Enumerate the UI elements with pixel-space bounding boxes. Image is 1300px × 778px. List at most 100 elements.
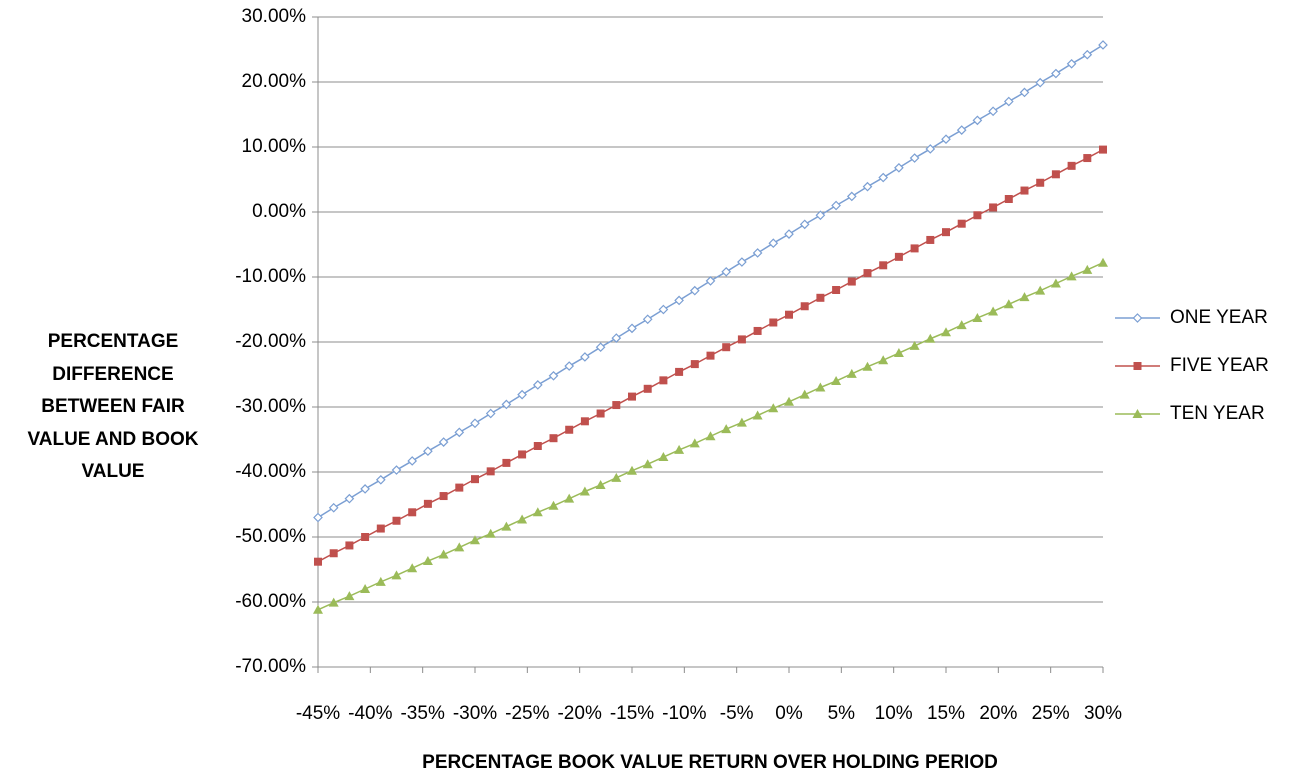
- data-point: [941, 327, 951, 337]
- data-point: [1036, 178, 1045, 187]
- data-point: [565, 425, 574, 434]
- data-point: [344, 493, 355, 504]
- x-tick-label: -40%: [348, 703, 392, 724]
- data-point: [925, 144, 936, 154]
- data-point: [705, 431, 716, 441]
- data-point: [752, 248, 763, 258]
- y-axis-title: PERCENTAGE DIFFERENCE BETWEEN FAIR VALUE…: [27, 331, 199, 482]
- data-point: [408, 508, 417, 517]
- data-point: [752, 410, 763, 420]
- data-point: [1083, 154, 1092, 163]
- y-tick-label: 0.00%: [252, 201, 306, 222]
- data-point: [674, 295, 684, 306]
- data-point: [345, 541, 354, 550]
- data-point: [1099, 145, 1107, 154]
- data-point: [894, 252, 903, 261]
- data-point: [376, 524, 385, 533]
- data-point: [361, 533, 370, 541]
- data-point: [909, 340, 920, 350]
- data-point: [675, 367, 684, 376]
- data-point: [407, 563, 418, 573]
- data-point: [658, 304, 669, 315]
- y-tick-label: 20.00%: [242, 71, 307, 92]
- data-point: [769, 318, 778, 327]
- data-point: [455, 483, 464, 492]
- data-point: [658, 452, 669, 462]
- data-point: [1050, 278, 1061, 288]
- x-tick-label: -45%: [296, 703, 340, 724]
- data-point: [643, 384, 652, 393]
- data-point: [375, 576, 386, 586]
- data-point: [391, 465, 402, 475]
- data-point: [1004, 195, 1013, 203]
- data-point: [532, 507, 543, 517]
- y-tick-label: 30.00%: [242, 6, 307, 27]
- data-point: [329, 549, 338, 558]
- x-tick-label: 20%: [979, 703, 1017, 724]
- data-point: [705, 276, 716, 286]
- data-point: [894, 162, 904, 173]
- data-point: [926, 235, 935, 244]
- data-point: [596, 409, 605, 418]
- y-tick-label: -30.00%: [235, 396, 306, 417]
- data-point: [815, 210, 826, 221]
- data-point: [785, 310, 793, 319]
- data-point: [344, 591, 355, 601]
- x-tick-label: -5%: [720, 703, 754, 724]
- data-point: [689, 285, 700, 296]
- data-point: [972, 115, 983, 126]
- data-point: [674, 444, 685, 454]
- data-point: [816, 293, 825, 302]
- data-point: [768, 238, 779, 249]
- y-tick-label: -60.00%: [235, 591, 306, 612]
- data-point: [1003, 299, 1014, 309]
- data-point: [1020, 186, 1029, 195]
- data-point: [753, 326, 762, 335]
- data-point: [328, 502, 339, 513]
- data-point: [580, 352, 590, 362]
- data-point: [502, 458, 511, 467]
- data-point: [1019, 292, 1030, 302]
- x-tick-label: -15%: [610, 703, 654, 724]
- data-point: [611, 333, 622, 343]
- data-point: [1098, 40, 1108, 50]
- data-point: [564, 493, 575, 503]
- data-point: [360, 484, 370, 494]
- data-point: [471, 475, 479, 484]
- x-tick-label: 0%: [775, 703, 803, 724]
- data-point: [375, 474, 386, 485]
- data-point: [942, 228, 950, 237]
- data-point: [438, 437, 449, 447]
- data-point: [1082, 49, 1093, 60]
- data-point: [706, 351, 715, 360]
- data-point: [548, 370, 559, 381]
- data-point: [972, 312, 983, 322]
- data-point: [454, 427, 465, 438]
- legend-marker: [1132, 313, 1143, 323]
- data-point: [314, 557, 322, 566]
- data-point: [517, 514, 528, 524]
- data-point: [422, 556, 433, 566]
- x-tick-label: -25%: [505, 703, 549, 724]
- x-tick-label: 30%: [1084, 703, 1122, 724]
- x-axis-title: PERCENTAGE BOOK VALUE RETURN OVER HOLDIN…: [422, 752, 998, 773]
- data-point: [439, 492, 448, 501]
- data-point: [846, 368, 857, 378]
- data-point: [956, 125, 967, 135]
- data-point: [831, 376, 842, 385]
- data-point: [831, 200, 841, 211]
- data-point: [628, 392, 636, 401]
- data-point: [1035, 77, 1046, 88]
- data-point: [579, 486, 590, 496]
- data-point: [799, 389, 810, 399]
- y-tick-label: -50.00%: [235, 526, 306, 547]
- x-tick-label: -30%: [453, 703, 497, 724]
- data-point: [878, 355, 889, 365]
- data-point: [642, 459, 653, 469]
- x-tick-label: 5%: [828, 703, 856, 724]
- data-point: [313, 512, 323, 523]
- data-point: [879, 261, 888, 270]
- data-point: [863, 269, 872, 278]
- data-point: [438, 549, 449, 559]
